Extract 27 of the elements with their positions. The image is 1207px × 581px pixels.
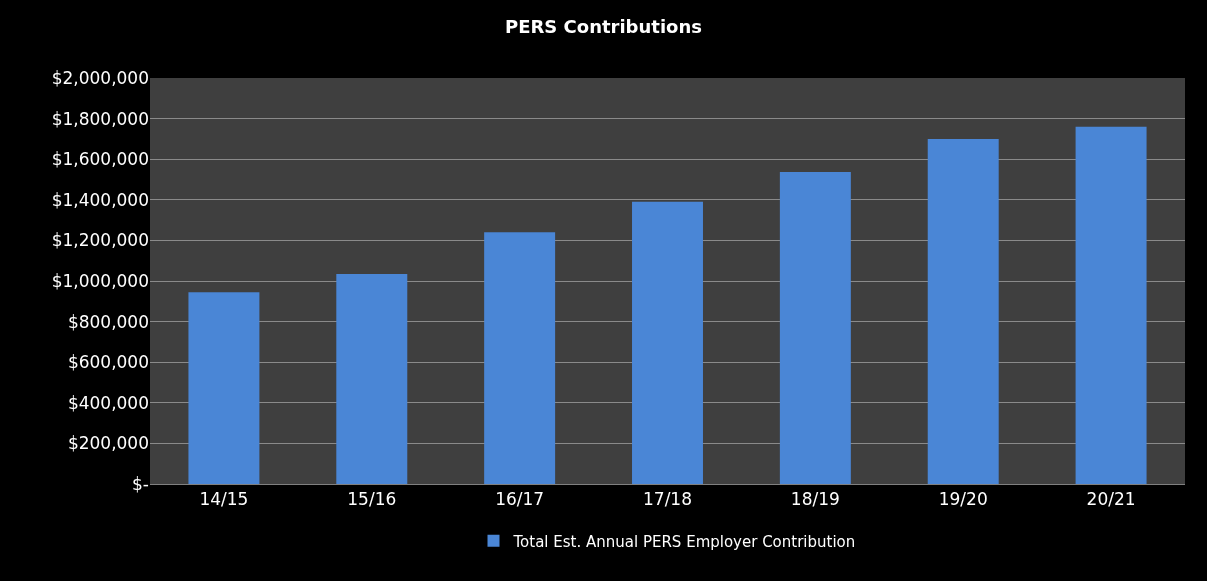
y-tick-label: $800,000 <box>67 311 149 332</box>
bar <box>632 201 703 484</box>
chart-title: PERS Contributions <box>505 15 702 37</box>
x-tick-label: 17/18 <box>643 489 692 510</box>
y-tick-label: $2,000,000 <box>51 67 149 88</box>
y-tick-label: $200,000 <box>67 433 149 454</box>
y-tick-label: $1,600,000 <box>51 149 149 170</box>
x-tick-label: 20/21 <box>1086 489 1136 510</box>
bar <box>188 292 260 484</box>
y-tick-label: $1,400,000 <box>51 189 149 210</box>
bar <box>779 171 851 484</box>
bar <box>336 273 408 484</box>
x-tick-label: 15/16 <box>347 489 397 510</box>
x-tick-label: 16/17 <box>495 489 545 510</box>
bar <box>484 232 556 484</box>
y-tick-label: $600,000 <box>67 352 149 373</box>
y-tick-label: $1,000,000 <box>51 270 149 291</box>
bar <box>927 138 999 484</box>
y-tick-label: $400,000 <box>67 392 149 413</box>
y-tick-label: $1,800,000 <box>51 108 149 129</box>
x-tick-label: 14/15 <box>199 489 249 510</box>
y-tick-label: $- <box>132 473 149 494</box>
x-tick-label: 18/19 <box>790 489 840 510</box>
x-tick-label: 19/20 <box>938 489 988 510</box>
legend-label: Total Est. Annual PERS Employer Contribution <box>512 532 856 551</box>
bar <box>1075 126 1147 484</box>
y-tick-label: $1,200,000 <box>51 230 149 251</box>
